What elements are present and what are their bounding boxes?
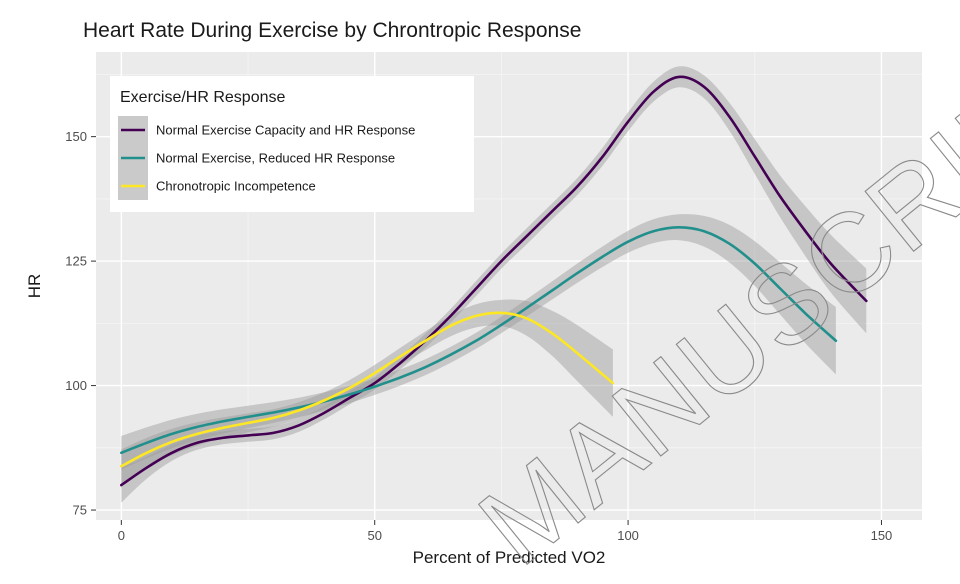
series-lines (120, 75, 868, 487)
x-tick-label: 100 (617, 528, 639, 543)
series-line-2 (120, 311, 615, 468)
y-tick-label: 150 (65, 129, 87, 144)
y-tick-label: 75 (73, 503, 87, 518)
chart-title: Heart Rate During Exercise by Chrontropi… (83, 19, 581, 42)
confidence-band-series-2 (121, 299, 613, 484)
legend-items: Normal Exercise Capacity and HR Response… (118, 116, 415, 200)
x-tick-label: 50 (367, 528, 381, 543)
axis-ticks: 0 50 100 150 75 100 125 150 (65, 129, 892, 543)
legend-label: Normal Exercise, Reduced HR Response (156, 151, 395, 166)
legend: Exercise/HR Response Normal Exercise Cap… (110, 76, 474, 212)
x-tick-label: 0 (118, 528, 125, 543)
legend-title: Exercise/HR Response (120, 89, 286, 106)
confidence-bands (121, 66, 867, 503)
legend-label: Chronotropic Incompetence (156, 179, 316, 194)
y-tick-label: 125 (65, 254, 87, 269)
y-axis-title: HR (25, 274, 44, 299)
y-tick-label: 100 (65, 378, 87, 393)
x-tick-label: 150 (871, 528, 893, 543)
confidence-band-series-1 (121, 214, 836, 470)
legend-box (110, 76, 474, 212)
x-axis-title: Percent of Predicted VO2 (413, 548, 606, 567)
legend-label: Normal Exercise Capacity and HR Response (156, 123, 415, 138)
series-line-1 (120, 225, 838, 455)
series-line-0 (120, 75, 868, 487)
